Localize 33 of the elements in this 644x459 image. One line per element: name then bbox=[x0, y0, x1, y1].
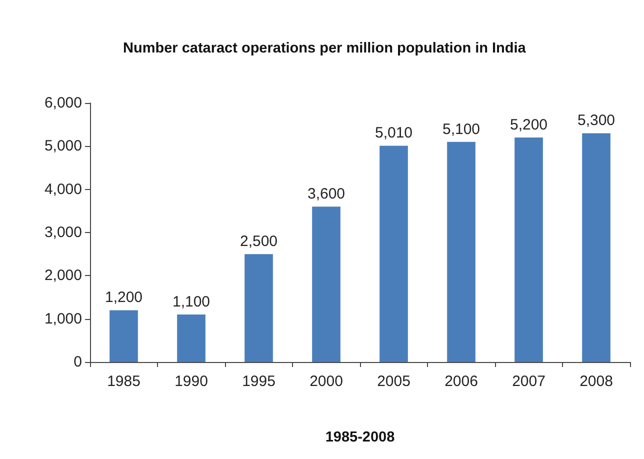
data-label: 1,100 bbox=[172, 294, 210, 311]
x-tick-label: 2007 bbox=[512, 373, 546, 390]
y-tick-label: 1,000 bbox=[44, 310, 82, 328]
data-label: 1,200 bbox=[104, 289, 143, 306]
x-tick-label: 1990 bbox=[174, 373, 208, 390]
bar bbox=[380, 146, 408, 362]
y-tick-label: 3,000 bbox=[44, 224, 82, 241]
y-tick-label: 2,000 bbox=[44, 267, 82, 284]
bar bbox=[582, 133, 610, 362]
chart-title: Number cataract operations per million population in India bbox=[123, 40, 527, 56]
bar bbox=[177, 314, 206, 362]
x-tick-label: 2008 bbox=[580, 373, 613, 390]
data-label: 2,500 bbox=[240, 233, 278, 250]
bar bbox=[447, 142, 476, 362]
y-tick-label: 6,000 bbox=[44, 94, 82, 112]
data-label: 5,100 bbox=[442, 120, 480, 138]
bar bbox=[312, 206, 340, 362]
y-tick-label: 5,000 bbox=[44, 138, 82, 155]
x-tick-label: 2006 bbox=[444, 373, 478, 390]
data-label: 3,600 bbox=[307, 186, 346, 203]
data-label: 5,200 bbox=[510, 116, 548, 134]
bar bbox=[110, 310, 138, 362]
x-axis-title: 1985-2008 bbox=[325, 430, 395, 446]
y-tick-label: 4,000 bbox=[44, 180, 82, 198]
data-label: 5,010 bbox=[374, 124, 413, 142]
y-tick-label: 0 bbox=[74, 354, 82, 370]
x-tick-label: 1995 bbox=[242, 373, 276, 390]
data-label: 5,300 bbox=[577, 112, 616, 130]
x-tick-label: 2005 bbox=[377, 373, 410, 390]
x-tick-label: 1985 bbox=[107, 373, 140, 390]
bar bbox=[514, 138, 543, 362]
bar bbox=[244, 254, 273, 362]
x-tick-label: 2000 bbox=[310, 373, 343, 390]
